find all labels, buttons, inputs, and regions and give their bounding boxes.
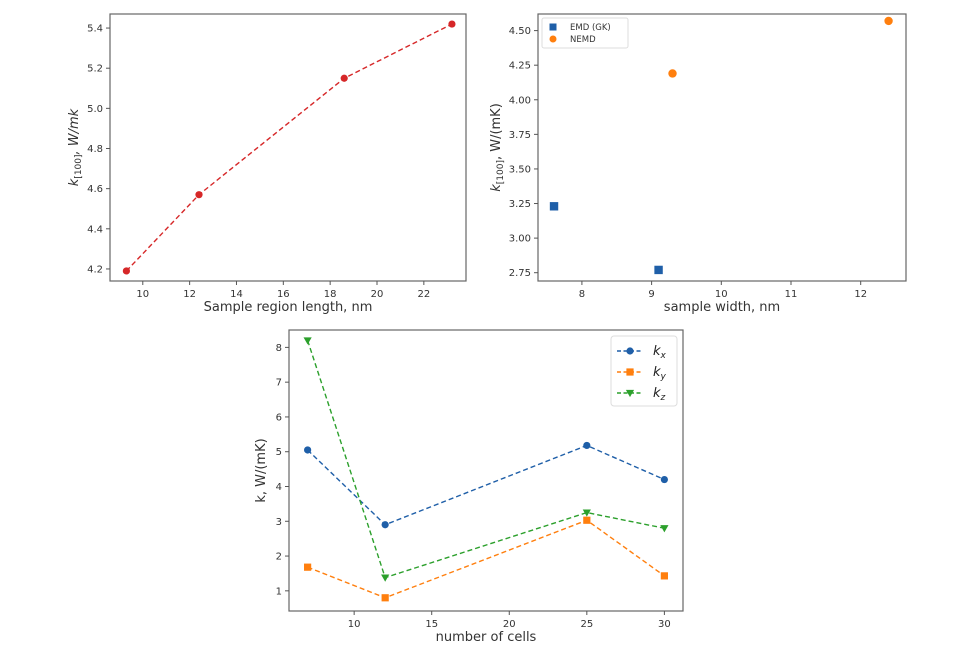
y-tick-label: 4.25 — [509, 61, 531, 72]
x-tick-label: 20 — [371, 289, 384, 300]
y-tick-label: 4.8 — [87, 144, 103, 155]
data-point — [660, 572, 668, 580]
plot-frame — [109, 13, 467, 282]
x-tick-label: 20 — [503, 619, 516, 630]
y-tick-label: 3.75 — [509, 130, 531, 141]
data-point — [549, 202, 559, 211]
legend-label: EMD (GK) — [570, 23, 611, 33]
series-line — [125, 23, 453, 272]
x-tick-label: 25 — [580, 619, 593, 630]
y-tick-label: 4 — [276, 482, 282, 493]
x-tick-label: 16 — [277, 289, 290, 300]
y-tick-label: 4.4 — [87, 224, 103, 235]
series-line — [306, 340, 665, 579]
y-axis-label: k[100], W/mk — [67, 108, 84, 186]
data-point — [668, 69, 677, 78]
legend: kx ky kz — [610, 335, 678, 407]
plot-frame — [537, 13, 907, 282]
x-tick-label: 10 — [348, 619, 361, 630]
legend-marker — [626, 368, 634, 376]
series-line — [307, 444, 665, 526]
legend-label: NEMD — [570, 35, 596, 45]
legend: EMD (GK) NEMD — [541, 17, 629, 49]
series-kz — [303, 337, 669, 582]
data-point — [583, 441, 591, 450]
y-tick-label: 4.2 — [87, 264, 103, 275]
data-point — [304, 563, 312, 571]
legend-marker — [549, 23, 557, 31]
y-tick-label: 2.75 — [509, 268, 531, 279]
y-tick-label: 5 — [276, 447, 282, 458]
x-axis-label: Sample region length, nm — [204, 300, 373, 315]
y-tick-label: 5.0 — [87, 104, 103, 115]
x-tick-label: 18 — [324, 289, 337, 300]
y-tick-label: 3 — [276, 517, 282, 528]
data-point — [660, 525, 669, 533]
legend-box — [610, 335, 678, 407]
series-nemd — [668, 16, 893, 78]
data-point — [340, 74, 348, 82]
y-axis-label: k[100], W/(mK) — [489, 103, 506, 192]
data-point — [381, 574, 390, 582]
legend-box — [541, 17, 629, 49]
legend-label: kz — [653, 386, 666, 403]
data-point — [381, 521, 389, 529]
data-point — [448, 20, 456, 28]
y-tick-label: 4.50 — [509, 26, 531, 37]
y-tick-label: 8 — [276, 343, 282, 354]
data-point — [660, 475, 668, 484]
legend-marker — [626, 347, 634, 355]
data-point — [583, 516, 591, 524]
series-k-100- — [122, 20, 456, 275]
plot-frame — [288, 329, 684, 612]
data-point — [195, 191, 203, 199]
data-point — [381, 594, 389, 602]
x-tick-label: 9 — [648, 289, 654, 300]
data-point — [884, 16, 893, 26]
data-point — [303, 337, 312, 345]
y-tick-label: 4.00 — [509, 95, 531, 106]
x-tick-label: 8 — [579, 289, 585, 300]
y-tick-label: 5.4 — [87, 24, 103, 35]
chart-2: 8 9 10 11 12 2.75 3.00 3.25 3.50 3.75 4.00 4.25 4.50… — [489, 13, 907, 315]
x-axis-label: sample width, nm — [664, 300, 780, 315]
y-tick-label: 2 — [276, 552, 282, 563]
x-tick-label: 10 — [715, 289, 728, 300]
data-point — [582, 509, 591, 517]
x-tick-label: 12 — [183, 289, 196, 300]
legend-marker — [549, 35, 557, 43]
y-tick-label: 4.6 — [87, 184, 103, 195]
y-tick-label: 3.00 — [509, 234, 531, 245]
y-tick-label: 5.2 — [87, 64, 103, 75]
data-point — [304, 446, 312, 454]
series-kx — [304, 441, 668, 529]
legend-marker — [625, 389, 635, 398]
y-tick-label: 7 — [276, 378, 282, 389]
x-tick-label: 11 — [785, 289, 798, 300]
series-line — [307, 519, 665, 599]
x-tick-label: 15 — [425, 619, 438, 630]
series-ky — [304, 516, 668, 602]
chart-1: 10 12 14 16 18 20 22 4.2 4.4 4.6 4.8 5.0 5.2 5.4 Sampl… — [67, 13, 467, 315]
y-tick-label: 3.50 — [509, 164, 531, 175]
y-tick-label: 3.25 — [509, 199, 531, 210]
x-axis-label: number of cells — [436, 630, 537, 645]
chart-3: 10 15 20 25 30 1 2 3 4 5 6 7 8 number of cells k, W/(m… — [254, 329, 684, 645]
data-point — [654, 265, 663, 275]
y-tick-label: 6 — [276, 412, 282, 423]
y-axis-label: k, W/(mK) — [254, 438, 269, 502]
y-tick-label: 1 — [276, 586, 282, 597]
x-tick-label: 30 — [658, 619, 671, 630]
x-tick-label: 10 — [136, 289, 149, 300]
series-emd-gk- — [549, 202, 663, 275]
data-point — [122, 267, 130, 275]
legend-label: kx — [653, 344, 667, 361]
x-tick-label: 14 — [230, 289, 243, 300]
x-tick-label: 22 — [417, 289, 430, 300]
x-tick-label: 12 — [854, 289, 867, 300]
legend-label: ky — [653, 365, 667, 382]
